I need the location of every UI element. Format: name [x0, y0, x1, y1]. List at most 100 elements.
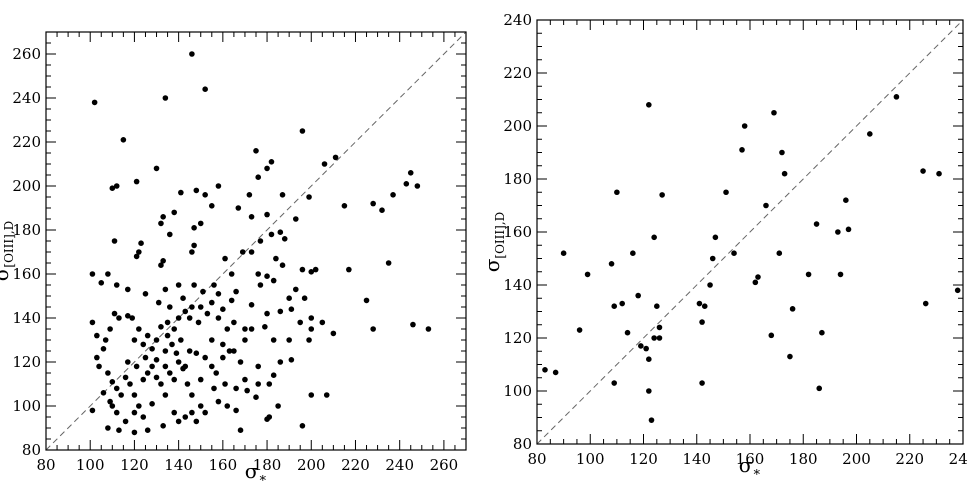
data-point: [136, 403, 142, 409]
data-point: [197, 304, 204, 310]
x-tick-label: 180: [789, 450, 818, 468]
data-point: [723, 189, 729, 196]
data-point: [306, 194, 312, 200]
data-point: [144, 370, 151, 376]
data-point: [193, 350, 200, 357]
data-point: [248, 214, 255, 220]
data-point: [94, 354, 100, 361]
data-point: [220, 306, 226, 313]
data-point: [308, 269, 315, 275]
data-point: [233, 407, 239, 414]
data-point: [133, 253, 140, 260]
data-point: [845, 226, 852, 233]
x-tick-label: 160: [736, 450, 765, 468]
data-point: [89, 319, 96, 326]
data-point: [248, 249, 255, 255]
data-point: [136, 326, 142, 332]
data-point: [279, 192, 286, 198]
data-point: [140, 414, 147, 420]
data-point: [273, 255, 279, 262]
data-point: [696, 300, 703, 307]
data-point: [133, 363, 140, 370]
data-point: [414, 183, 421, 189]
x-tick-label: 240: [949, 450, 968, 468]
data-point: [323, 392, 330, 398]
data-point: [189, 392, 195, 398]
data-point: [707, 282, 713, 288]
data-point: [330, 330, 337, 337]
x-tick-label: 100: [576, 450, 605, 468]
data-point: [787, 353, 793, 360]
data-point: [208, 363, 215, 370]
data-point: [239, 249, 246, 255]
data-point: [171, 209, 178, 216]
data-point: [189, 304, 195, 310]
left-scatter-plot: 80 100 120 140 160 180 200 220 240 260 80 100 120 140…: [0, 31, 467, 482]
data-point: [182, 308, 189, 315]
data-point: [255, 363, 262, 370]
data-point: [279, 262, 286, 269]
data-point: [113, 183, 120, 189]
data-point: [91, 99, 98, 106]
x-tick-label: 120: [629, 450, 658, 468]
data-point: [133, 178, 140, 185]
x-axis-label: σ∗: [739, 453, 762, 480]
data-point: [255, 381, 262, 387]
data-point: [105, 370, 111, 376]
y-tick-label: 160: [503, 223, 532, 241]
y-tick-label: 220: [503, 64, 532, 82]
data-point: [202, 192, 208, 198]
data-point: [286, 295, 292, 302]
data-point: [171, 376, 178, 383]
data-point: [153, 374, 160, 381]
data-point: [763, 202, 769, 209]
data-point: [584, 271, 591, 278]
data-point: [178, 189, 184, 196]
data-point: [202, 354, 208, 361]
data-point: [403, 181, 410, 187]
data-point: [98, 280, 105, 286]
data-point: [222, 381, 228, 387]
data-point: [301, 295, 308, 302]
data-point: [659, 192, 665, 198]
y-tick-label: 220: [12, 133, 41, 151]
data-point: [255, 271, 262, 277]
data-point: [242, 337, 248, 343]
data-point: [306, 337, 312, 343]
data-point: [153, 165, 160, 172]
data-point: [131, 337, 138, 343]
data-point: [189, 51, 195, 57]
data-point: [171, 326, 178, 332]
data-point: [211, 385, 217, 392]
data-point: [122, 374, 129, 381]
data-point: [768, 332, 775, 339]
y-tick-label: 160: [12, 265, 41, 283]
data-point: [237, 359, 244, 365]
data-point: [94, 332, 100, 339]
data-point: [197, 220, 204, 227]
data-point: [262, 324, 268, 330]
data-point: [213, 370, 220, 376]
data-point: [113, 282, 120, 288]
data-point: [120, 137, 127, 143]
data-point: [341, 203, 348, 209]
data-point: [257, 238, 264, 244]
y-tick-label: 80: [22, 441, 41, 459]
data-point: [233, 385, 239, 392]
data-point: [920, 168, 926, 174]
data-point: [124, 286, 131, 293]
data-point: [257, 282, 264, 288]
data-point: [211, 282, 217, 288]
data-point: [712, 234, 719, 241]
data-point: [242, 326, 248, 332]
data-point: [789, 306, 796, 312]
data-point: [312, 266, 319, 273]
data-point: [651, 234, 657, 241]
data-point: [215, 183, 222, 189]
data-point: [255, 174, 262, 180]
data-point: [611, 303, 618, 310]
data-point: [643, 345, 649, 352]
data-point: [246, 192, 253, 198]
data-point: [162, 286, 169, 293]
data-point: [321, 161, 328, 167]
